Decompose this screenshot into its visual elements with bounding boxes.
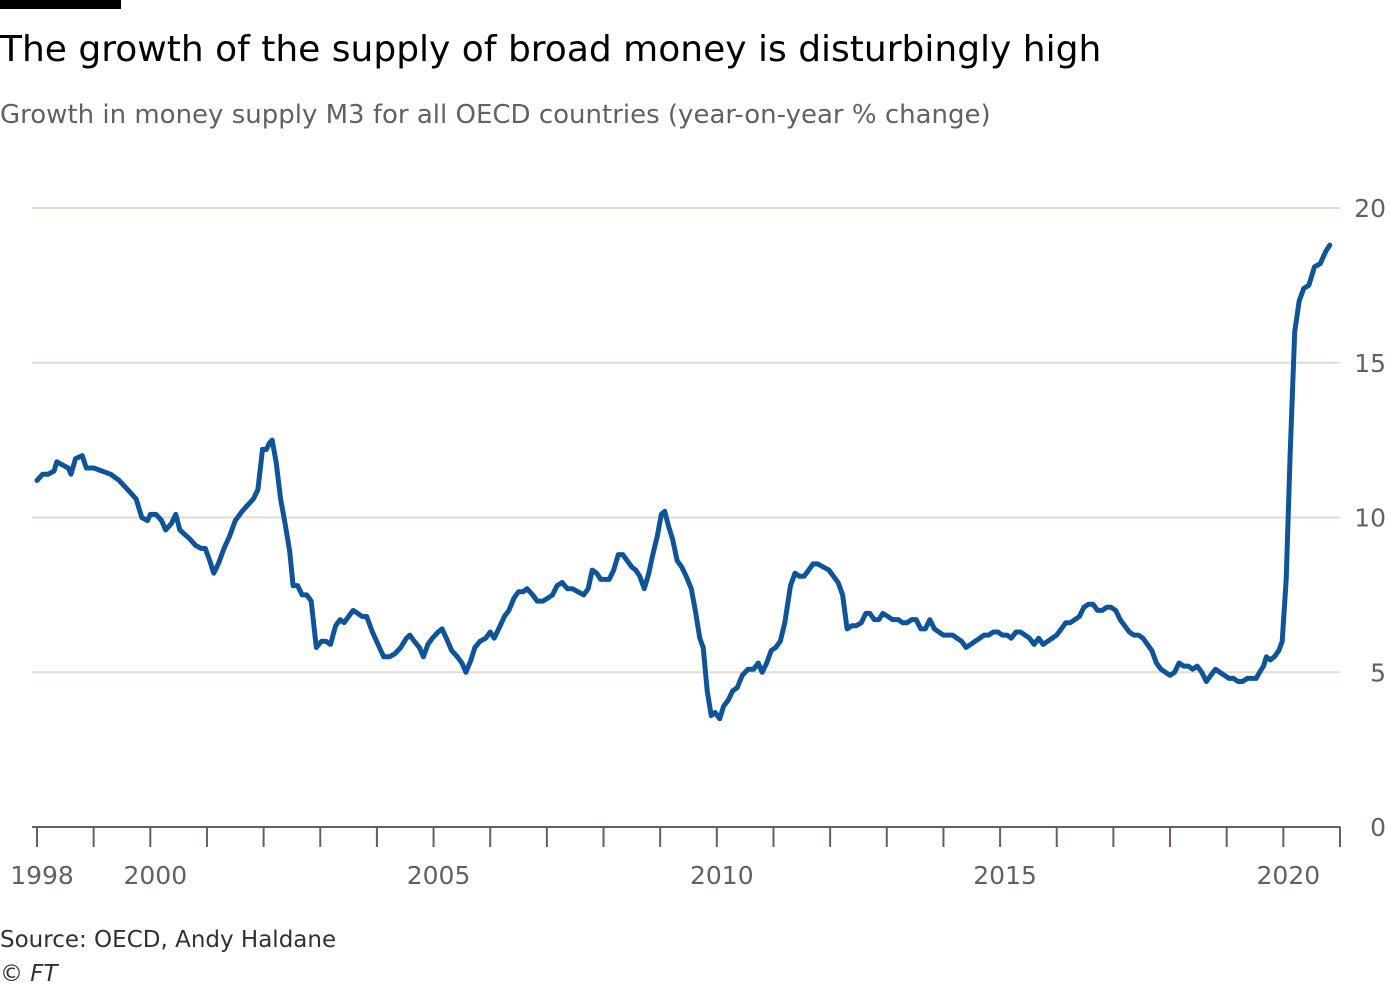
y-tick-label: 10 (1354, 504, 1386, 533)
ft-top-bar (0, 0, 121, 9)
x-axis (32, 826, 1341, 847)
source-note: Source: OECD, Andy Haldane (0, 927, 337, 953)
x-tick-label: 2020 (1257, 861, 1321, 890)
y-tick-label: 5 (1370, 658, 1386, 687)
x-tick-label: 2010 (690, 861, 754, 890)
chart-subtitle: Growth in money supply M3 for all OECD c… (0, 100, 991, 130)
x-tick-label: 2005 (407, 861, 471, 890)
copyright-note: © FT (0, 961, 58, 987)
x-axis-labels: 1998 2000 2005 2010 2015 2020 (10, 861, 1320, 890)
y-tick-label: 15 (1354, 349, 1386, 378)
x-tick-label: 2000 (123, 861, 187, 890)
x-tick-label: 1998 (10, 861, 74, 890)
y-tick-label: 20 (1354, 194, 1386, 223)
chart-title: The growth of the supply of broad money … (0, 29, 1102, 70)
grid-lines (32, 207, 1340, 674)
x-tick-label: 2015 (973, 861, 1037, 890)
series-line-0 (34, 242, 1333, 722)
series-layer (34, 242, 1333, 722)
y-tick-label: 0 (1370, 813, 1386, 842)
y-axis-labels: 0 5 10 15 20 (1354, 194, 1386, 842)
